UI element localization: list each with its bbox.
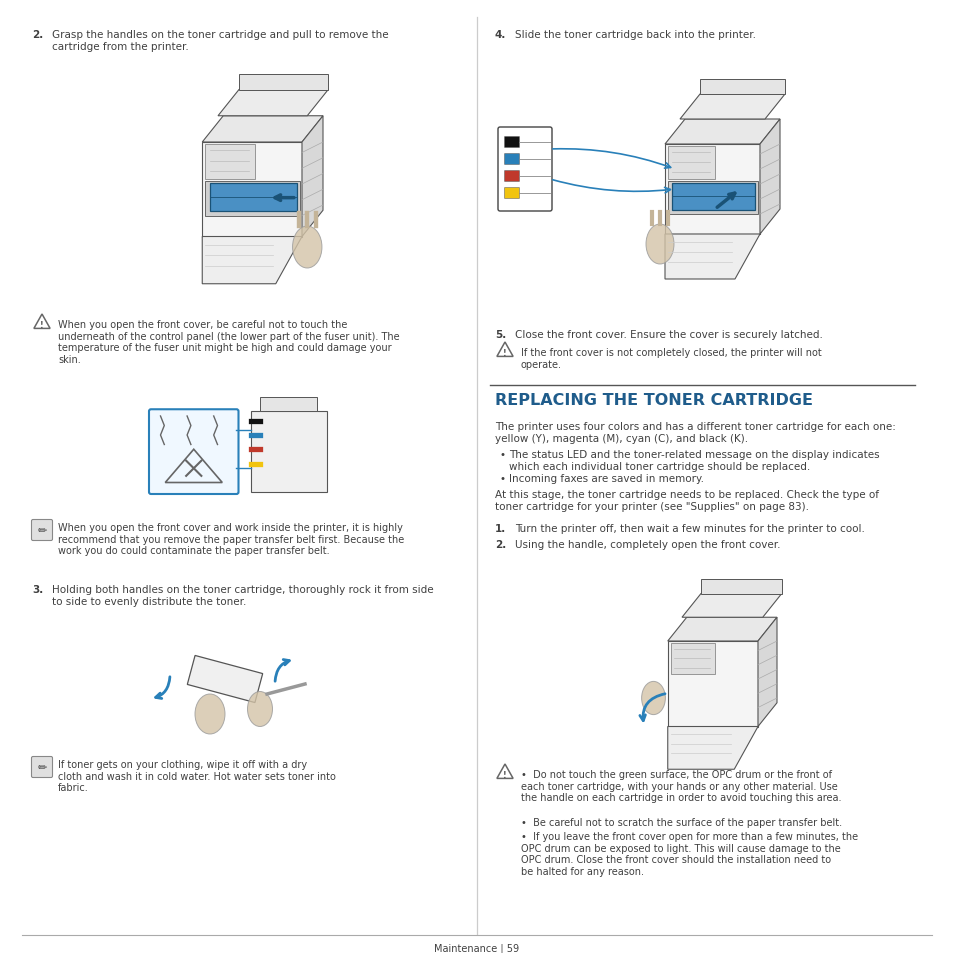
Polygon shape xyxy=(260,397,317,412)
Text: When you open the front cover, be careful not to touch the
underneath of the con: When you open the front cover, be carefu… xyxy=(58,319,399,364)
Text: REPLACING THE TONER CARTRIDGE: REPLACING THE TONER CARTRIDGE xyxy=(495,393,812,408)
FancyBboxPatch shape xyxy=(497,128,552,212)
Text: 2.: 2. xyxy=(32,30,43,40)
Text: The printer uses four colors and has a different toner cartridge for each one:
y: The printer uses four colors and has a d… xyxy=(495,421,895,443)
Text: 3.: 3. xyxy=(32,584,43,595)
Text: If toner gets on your clothing, wipe it off with a dry
cloth and wash it in cold: If toner gets on your clothing, wipe it … xyxy=(58,760,335,792)
Text: 1.: 1. xyxy=(495,523,506,534)
Polygon shape xyxy=(681,594,781,618)
Text: •  Be careful not to scratch the surface of the paper transfer belt.: • Be careful not to scratch the surface … xyxy=(520,817,841,827)
Polygon shape xyxy=(760,120,780,234)
Text: !: ! xyxy=(40,320,44,330)
Text: ✏: ✏ xyxy=(37,762,47,772)
Text: Incoming faxes are saved in memory.: Incoming faxes are saved in memory. xyxy=(509,474,703,483)
Polygon shape xyxy=(700,579,781,594)
Polygon shape xyxy=(205,145,254,179)
FancyBboxPatch shape xyxy=(31,757,52,778)
Polygon shape xyxy=(218,91,328,116)
FancyBboxPatch shape xyxy=(31,520,52,541)
Text: Grasp the handles on the toner cartridge and pull to remove the
cartridge from t: Grasp the handles on the toner cartridge… xyxy=(52,30,388,51)
Polygon shape xyxy=(202,143,302,237)
Polygon shape xyxy=(202,237,302,284)
Polygon shape xyxy=(667,641,758,727)
Ellipse shape xyxy=(293,227,321,269)
Text: Maintenance | 59: Maintenance | 59 xyxy=(434,943,519,953)
Polygon shape xyxy=(664,120,780,145)
FancyBboxPatch shape xyxy=(149,410,238,495)
Polygon shape xyxy=(679,95,784,120)
Ellipse shape xyxy=(247,692,273,727)
Text: •: • xyxy=(499,450,505,459)
Polygon shape xyxy=(667,147,714,180)
Text: When you open the front cover and work inside the printer, it is highly
recommen: When you open the front cover and work i… xyxy=(58,522,404,556)
Ellipse shape xyxy=(641,681,664,715)
Polygon shape xyxy=(302,116,323,237)
Text: ✏: ✏ xyxy=(37,525,47,536)
Polygon shape xyxy=(239,74,328,91)
Polygon shape xyxy=(667,618,776,641)
Polygon shape xyxy=(187,656,262,702)
Polygon shape xyxy=(202,116,323,143)
Polygon shape xyxy=(670,643,715,675)
Text: !: ! xyxy=(502,349,506,357)
Polygon shape xyxy=(210,184,296,213)
Text: 2.: 2. xyxy=(495,539,506,550)
Polygon shape xyxy=(664,145,760,234)
FancyBboxPatch shape xyxy=(504,154,519,165)
Polygon shape xyxy=(671,184,754,211)
Text: •  Do not touch the green surface, the OPC drum or the front of
each toner cartr: • Do not touch the green surface, the OP… xyxy=(520,769,841,802)
Polygon shape xyxy=(700,80,784,95)
Polygon shape xyxy=(667,182,758,214)
FancyBboxPatch shape xyxy=(504,172,519,182)
Polygon shape xyxy=(667,727,758,769)
Text: •: • xyxy=(499,474,505,483)
Text: The status LED and the toner-related message on the display indicates
which each: The status LED and the toner-related mes… xyxy=(509,450,879,471)
Text: Slide the toner cartridge back into the printer.: Slide the toner cartridge back into the … xyxy=(515,30,755,40)
Polygon shape xyxy=(664,234,760,280)
Text: Holding both handles on the toner cartridge, thoroughly rock it from side
to sid: Holding both handles on the toner cartri… xyxy=(52,584,434,606)
Text: Close the front cover. Ensure the cover is securely latched.: Close the front cover. Ensure the cover … xyxy=(515,330,822,339)
Polygon shape xyxy=(205,182,299,216)
FancyBboxPatch shape xyxy=(504,137,519,149)
Text: !: ! xyxy=(502,770,506,779)
Text: Using the handle, completely open the front cover.: Using the handle, completely open the fr… xyxy=(515,539,780,550)
Text: Turn the printer off, then wait a few minutes for the printer to cool.: Turn the printer off, then wait a few mi… xyxy=(515,523,864,534)
Text: 4.: 4. xyxy=(495,30,506,40)
Text: 5.: 5. xyxy=(495,330,506,339)
FancyBboxPatch shape xyxy=(504,189,519,199)
Ellipse shape xyxy=(194,695,225,734)
Polygon shape xyxy=(758,618,776,727)
Text: At this stage, the toner cartridge needs to be replaced. Check the type of
toner: At this stage, the toner cartridge needs… xyxy=(495,490,878,511)
Ellipse shape xyxy=(645,225,673,265)
Text: •  If you leave the front cover open for more than a few minutes, the
OPC drum c: • If you leave the front cover open for … xyxy=(520,831,858,876)
Polygon shape xyxy=(251,412,327,493)
Text: If the front cover is not completely closed, the printer will not
operate.: If the front cover is not completely clo… xyxy=(520,348,821,369)
